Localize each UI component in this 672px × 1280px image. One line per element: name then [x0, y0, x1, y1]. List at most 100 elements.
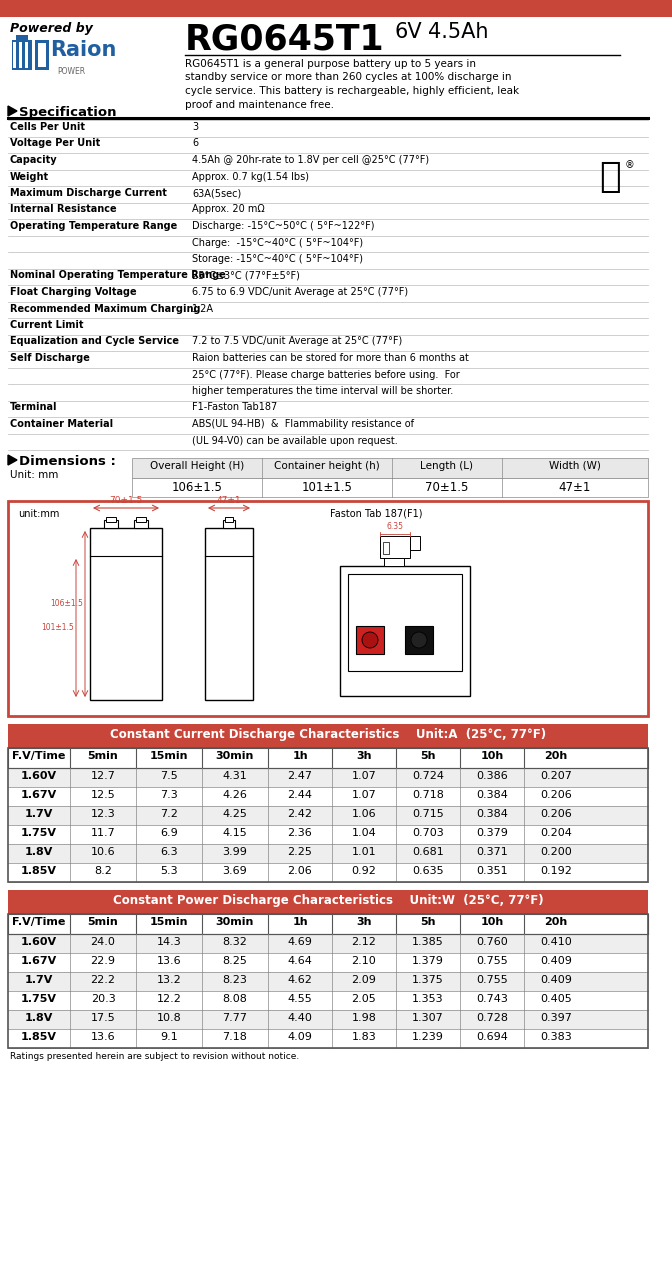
- Text: higher temperatures the time interval will be shorter.: higher temperatures the time interval wi…: [192, 387, 453, 396]
- Text: RG0645T1 is a general purpose battery up to 5 years in: RG0645T1 is a general purpose battery up…: [185, 59, 476, 69]
- Text: F.V/Time: F.V/Time: [12, 916, 66, 927]
- Text: Float Charging Voltage: Float Charging Voltage: [10, 287, 136, 297]
- Text: standby service or more than 260 cycles at 100% discharge in: standby service or more than 260 cycles …: [185, 73, 511, 82]
- Text: 1.67V: 1.67V: [21, 956, 57, 966]
- Text: 0.743: 0.743: [476, 995, 508, 1004]
- Text: 0.207: 0.207: [540, 771, 572, 781]
- Text: 2.42: 2.42: [288, 809, 312, 819]
- Bar: [35, 40, 49, 70]
- Bar: [8, 954, 648, 972]
- Text: Unit: mm: Unit: mm: [10, 470, 58, 480]
- Text: Cells Per Unit: Cells Per Unit: [10, 122, 85, 132]
- Bar: [16, 35, 28, 40]
- Text: 3h: 3h: [356, 916, 372, 927]
- Text: Charge:  -15°C~40°C ( 5°F~104°F): Charge: -15°C~40°C ( 5°F~104°F): [192, 238, 363, 247]
- Text: Operating Temperature Range: Operating Temperature Range: [10, 221, 177, 230]
- Text: 0.728: 0.728: [476, 1012, 508, 1023]
- Text: 1.01: 1.01: [351, 847, 376, 858]
- Text: 0.386: 0.386: [476, 771, 508, 781]
- Text: 10h: 10h: [480, 916, 503, 927]
- Text: 8.25: 8.25: [222, 956, 247, 966]
- Text: Capacity: Capacity: [10, 155, 58, 165]
- Bar: [8, 934, 648, 954]
- Text: 1.385: 1.385: [412, 937, 444, 947]
- Text: 2.47: 2.47: [288, 771, 312, 781]
- Text: 8.2: 8.2: [94, 867, 112, 876]
- Text: Approx. 20 mΩ: Approx. 20 mΩ: [192, 205, 265, 215]
- Text: 3h: 3h: [356, 751, 372, 762]
- Text: 0.681: 0.681: [412, 847, 444, 858]
- Text: 4.31: 4.31: [222, 771, 247, 781]
- Text: Ⓛ: Ⓛ: [599, 160, 621, 195]
- Bar: [0, 0, 672, 17]
- Text: 6.9: 6.9: [160, 828, 178, 838]
- Text: Nominal Operating Temperature Range: Nominal Operating Temperature Range: [10, 270, 226, 280]
- Text: 6.3: 6.3: [160, 847, 178, 858]
- Text: 12.3: 12.3: [91, 809, 116, 819]
- Text: 4.15: 4.15: [222, 828, 247, 838]
- Text: 4.5Ah: 4.5Ah: [428, 22, 489, 42]
- Bar: [205, 527, 253, 700]
- Text: 1.67V: 1.67V: [21, 790, 57, 800]
- Text: 63A(5sec): 63A(5sec): [192, 188, 241, 198]
- Text: 1.98: 1.98: [351, 1012, 376, 1023]
- Text: 4.09: 4.09: [288, 1032, 312, 1042]
- Text: (UL 94-V0) can be available upon request.: (UL 94-V0) can be available upon request…: [192, 435, 398, 445]
- Bar: [8, 1010, 648, 1029]
- Text: 0.724: 0.724: [412, 771, 444, 781]
- Text: 2.12: 2.12: [351, 937, 376, 947]
- Text: 0.755: 0.755: [476, 956, 508, 966]
- Bar: [8, 748, 648, 882]
- Text: 5min: 5min: [87, 916, 118, 927]
- Text: 1.353: 1.353: [412, 995, 444, 1004]
- Bar: [405, 626, 433, 654]
- Bar: [383, 541, 389, 554]
- Text: 4.62: 4.62: [288, 975, 312, 986]
- Bar: [136, 517, 146, 522]
- Text: Current Limit: Current Limit: [10, 320, 83, 330]
- Bar: [38, 44, 46, 67]
- Text: 7.2 to 7.5 VDC/unit Average at 25°C (77°F): 7.2 to 7.5 VDC/unit Average at 25°C (77°…: [192, 337, 403, 347]
- Text: 1h: 1h: [292, 751, 308, 762]
- Text: 12.2: 12.2: [157, 995, 181, 1004]
- Text: 1.83: 1.83: [351, 1032, 376, 1042]
- Text: 10h: 10h: [480, 751, 503, 762]
- Text: Internal Resistance: Internal Resistance: [10, 205, 117, 215]
- Text: 0.715: 0.715: [412, 809, 444, 819]
- Bar: [8, 787, 648, 806]
- Text: Faston Tab 187(F1): Faston Tab 187(F1): [330, 509, 423, 518]
- Text: 20h: 20h: [544, 751, 568, 762]
- Text: Container Material: Container Material: [10, 419, 113, 429]
- Text: Constant Power Discharge Characteristics    Unit:W  (25°C, 77°F): Constant Power Discharge Characteristics…: [113, 893, 544, 908]
- Text: RG0645T1: RG0645T1: [185, 22, 384, 56]
- Text: 7.18: 7.18: [222, 1032, 247, 1042]
- Text: 3.99: 3.99: [222, 847, 247, 858]
- Text: 1.07: 1.07: [351, 790, 376, 800]
- Text: 4.26: 4.26: [222, 790, 247, 800]
- Text: 25°C (77°F). Please charge batteries before using.  For: 25°C (77°F). Please charge batteries bef…: [192, 370, 460, 379]
- Bar: [340, 566, 470, 696]
- Text: 2.09: 2.09: [351, 975, 376, 986]
- Text: 9.1: 9.1: [160, 1032, 178, 1042]
- Text: 106±1.5: 106±1.5: [50, 599, 83, 608]
- Bar: [356, 626, 384, 654]
- Bar: [132, 477, 648, 497]
- Text: 1.7V: 1.7V: [25, 975, 53, 986]
- Text: 1.60V: 1.60V: [21, 937, 57, 947]
- Text: Constant Current Discharge Characteristics    Unit:A  (25°C, 77°F): Constant Current Discharge Characteristi…: [110, 728, 546, 741]
- Text: 106±1.5: 106±1.5: [171, 481, 222, 494]
- Text: 1.85V: 1.85V: [21, 867, 57, 876]
- Text: Container height (h): Container height (h): [274, 461, 380, 471]
- Text: 13.6: 13.6: [91, 1032, 116, 1042]
- Text: 13.2: 13.2: [157, 975, 181, 986]
- Text: Approx. 0.7 kg(1.54 lbs): Approx. 0.7 kg(1.54 lbs): [192, 172, 309, 182]
- Text: Dimensions :: Dimensions :: [19, 454, 116, 468]
- Bar: [8, 890, 648, 914]
- Bar: [223, 520, 235, 527]
- Text: 70±1.5: 70±1.5: [110, 495, 142, 506]
- Text: unit:mm: unit:mm: [18, 509, 59, 518]
- Bar: [8, 914, 648, 1048]
- Bar: [132, 458, 648, 477]
- Text: 0.755: 0.755: [476, 975, 508, 986]
- Text: 0.718: 0.718: [412, 790, 444, 800]
